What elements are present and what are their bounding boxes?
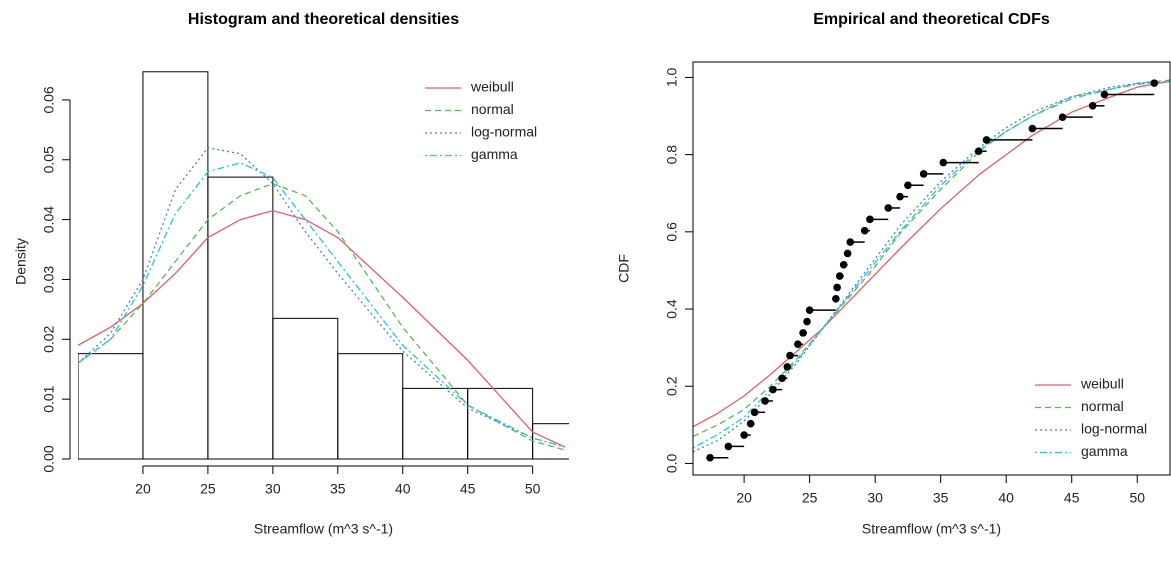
x-tick-label: 20	[135, 481, 151, 497]
y-tick-label: 0.02	[41, 325, 57, 352]
x-tick-label: 25	[802, 490, 818, 506]
y-tick-label: 0.00	[41, 445, 57, 472]
y-tick-label: 0.01	[41, 385, 57, 412]
x-axis-label: Streamflow (m^3 s^-1)	[862, 521, 1001, 537]
ecdf-point	[706, 453, 714, 462]
y-tick-label: 0.06	[41, 86, 57, 113]
legend-label: normal	[471, 101, 514, 117]
ecdf-point	[919, 170, 928, 178]
x-tick-label: 35	[330, 481, 346, 497]
x-tick-label: 45	[460, 481, 476, 497]
legend-label: gamma	[471, 146, 518, 162]
ecdf-point	[939, 158, 948, 167]
ecdf-point	[799, 329, 807, 337]
x-axis-label: Streamflow (m^3 s^-1)	[254, 521, 393, 537]
chart-title: Histogram and theoretical densities	[188, 11, 459, 28]
ecdf-point	[1088, 102, 1097, 110]
ecdf-point	[778, 374, 786, 383]
y-tick-label: 0.03	[41, 266, 57, 293]
x-tick-label: 40	[998, 490, 1014, 506]
ecdf-point	[833, 283, 841, 292]
density-curve	[693, 80, 1170, 428]
ecdf-point	[904, 181, 912, 190]
legend-label: weibull	[470, 79, 514, 95]
legend-label: gamma	[1081, 443, 1128, 459]
histogram-bar	[467, 387, 534, 460]
ecdf-point	[761, 397, 769, 405]
density-curve	[78, 183, 566, 451]
histogram-bar	[78, 353, 144, 460]
ecdf-point	[750, 408, 759, 417]
y-tick-label: 0.0	[664, 453, 680, 473]
density-curve	[78, 209, 566, 448]
y-axis-label: CDF	[616, 254, 632, 283]
plot-area	[693, 79, 1170, 462]
x-tick-label: 25	[200, 481, 216, 497]
x-tick-label: 30	[867, 490, 883, 506]
ecdf-point	[860, 226, 869, 235]
ecdf-point	[803, 317, 811, 326]
y-tick-label: 0.8	[664, 145, 680, 165]
ecdf-point	[805, 306, 814, 314]
ecdf-point	[783, 363, 792, 371]
y-tick-label: 0.05	[41, 146, 57, 173]
ecdf-point	[1028, 124, 1037, 133]
density-curve	[78, 162, 566, 448]
ecdf-point	[974, 147, 983, 156]
y-tick-label: 1.0	[664, 67, 680, 87]
plot-box	[692, 61, 1171, 476]
legend-label: weibull	[1080, 376, 1124, 392]
density-curve	[693, 79, 1170, 437]
plot-area	[78, 71, 569, 460]
ecdf-point	[982, 136, 991, 144]
ecdf-point	[832, 294, 840, 303]
x-tick-label: 50	[1129, 490, 1145, 506]
density-curve	[78, 147, 566, 448]
legend-label: log-normal	[1081, 421, 1147, 437]
histogram-bar	[532, 423, 569, 460]
x-tick-label: 20	[736, 490, 752, 506]
density-curve	[693, 80, 1170, 449]
ecdf-point	[866, 215, 874, 224]
ecdf-point	[896, 192, 904, 201]
ecdf-point	[835, 272, 844, 280]
legend-label: normal	[1081, 398, 1124, 414]
x-tick-label: 50	[525, 481, 541, 497]
ecdf-point	[846, 238, 855, 246]
ecdf-point	[884, 204, 893, 212]
y-axis-label: Density	[13, 238, 29, 285]
ecdf-point	[839, 260, 848, 269]
ecdf-point	[746, 419, 755, 428]
ecdf-point	[786, 351, 794, 360]
y-tick-label: 0.2	[664, 376, 680, 396]
y-tick-label: 0.4	[664, 299, 680, 319]
x-tick-label: 40	[395, 481, 411, 497]
ecdf-point	[1058, 113, 1067, 121]
chart-title: Empirical and theoretical CDFs	[813, 11, 1050, 28]
ecdf-point	[769, 385, 777, 394]
ecdf-point	[1150, 79, 1159, 87]
legend-label: log-normal	[471, 124, 537, 140]
ecdf-point	[794, 340, 802, 349]
ecdf-point	[740, 431, 748, 439]
x-tick-label: 45	[1064, 490, 1080, 506]
x-tick-label: 30	[265, 481, 281, 497]
ecdf-point	[724, 442, 733, 451]
histogram-bar	[402, 387, 469, 460]
histogram-bar	[337, 353, 404, 460]
ecdf-point	[843, 249, 852, 258]
ecdf-point	[1100, 90, 1109, 99]
histogram-bar	[272, 317, 339, 460]
y-tick-label: 0.6	[664, 222, 680, 242]
y-tick-label: 0.04	[41, 206, 57, 233]
density-curve	[693, 80, 1170, 453]
x-tick-label: 35	[933, 490, 949, 506]
